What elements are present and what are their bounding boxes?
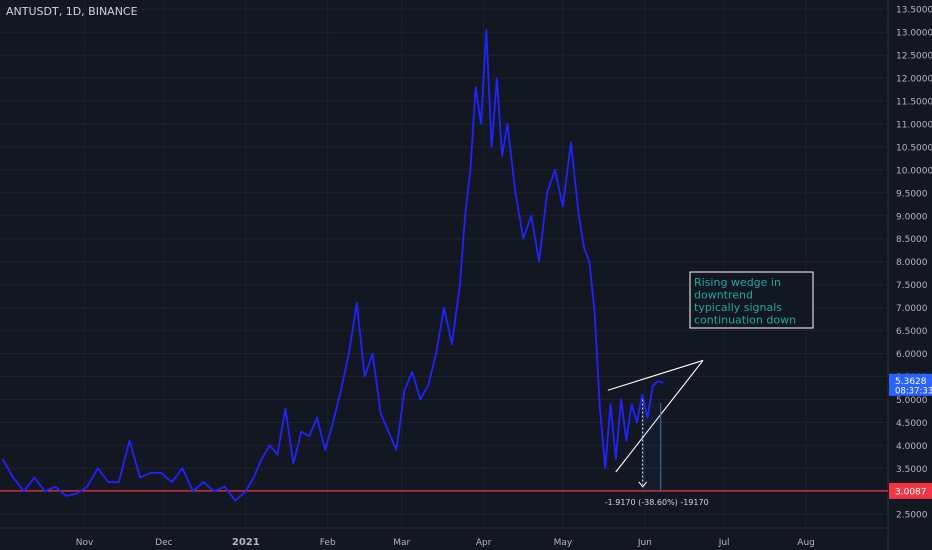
annotation-text-line: downtrend	[694, 289, 753, 302]
y-tick-label: 6.5000	[896, 327, 928, 337]
y-tick-label: 3.5000	[896, 465, 928, 475]
y-tick-label: 4.5000	[896, 419, 928, 429]
y-tick-label: 4.0000	[896, 442, 928, 452]
last-price-countdown: 08:37:33	[895, 386, 932, 396]
y-tick-label: 5.0000	[896, 396, 928, 406]
annotation-text-line: typically signals	[694, 301, 782, 314]
y-tick-label: 11.5000	[896, 98, 932, 108]
y-tick-label: 8.0000	[896, 258, 928, 268]
x-tick-label: May	[554, 538, 573, 548]
y-tick-label: 11.0000	[896, 120, 932, 130]
y-tick-label: 2.5000	[896, 511, 928, 521]
y-tick-label: 9.5000	[896, 189, 928, 199]
y-tick-label: 8.5000	[896, 235, 928, 245]
y-tick-label: 7.0000	[896, 304, 928, 314]
x-tick-label: Mar	[393, 538, 410, 548]
symbol-title: ANTUSDT, 1D, BINANCE	[6, 5, 138, 18]
x-tick-label: Dec	[155, 538, 172, 548]
measure-label: -1.9170 (-38.60%) -19170	[605, 498, 709, 507]
y-tick-label: 7.5000	[896, 281, 928, 291]
measure-area	[641, 403, 661, 491]
annotation-text-line: continuation down	[694, 314, 796, 327]
annotation-text-line: Rising wedge in	[694, 276, 781, 289]
y-tick-label: 13.5000	[896, 6, 932, 16]
x-tick-label: Apr	[476, 538, 492, 548]
y-tick-label: 13.0000	[896, 29, 932, 39]
y-tick-label: 12.0000	[896, 75, 932, 85]
x-tick-label: Nov	[76, 538, 94, 548]
x-tick-label: Feb	[320, 538, 336, 548]
x-tick-label: 2021	[232, 537, 260, 548]
x-tick-label: Jul	[718, 538, 730, 548]
y-tick-label: 10.0000	[896, 166, 932, 176]
y-tick-label: 12.5000	[896, 52, 932, 62]
x-tick-label: Aug	[797, 538, 815, 548]
x-tick-label: Jun	[637, 538, 652, 548]
y-tick-label: 6.0000	[896, 350, 928, 360]
y-tick-label: 9.0000	[896, 212, 928, 222]
last-price-value: 5.3628	[895, 377, 927, 387]
y-tick-label: 10.5000	[896, 143, 932, 153]
support-price-label: 3.0087	[895, 487, 927, 497]
